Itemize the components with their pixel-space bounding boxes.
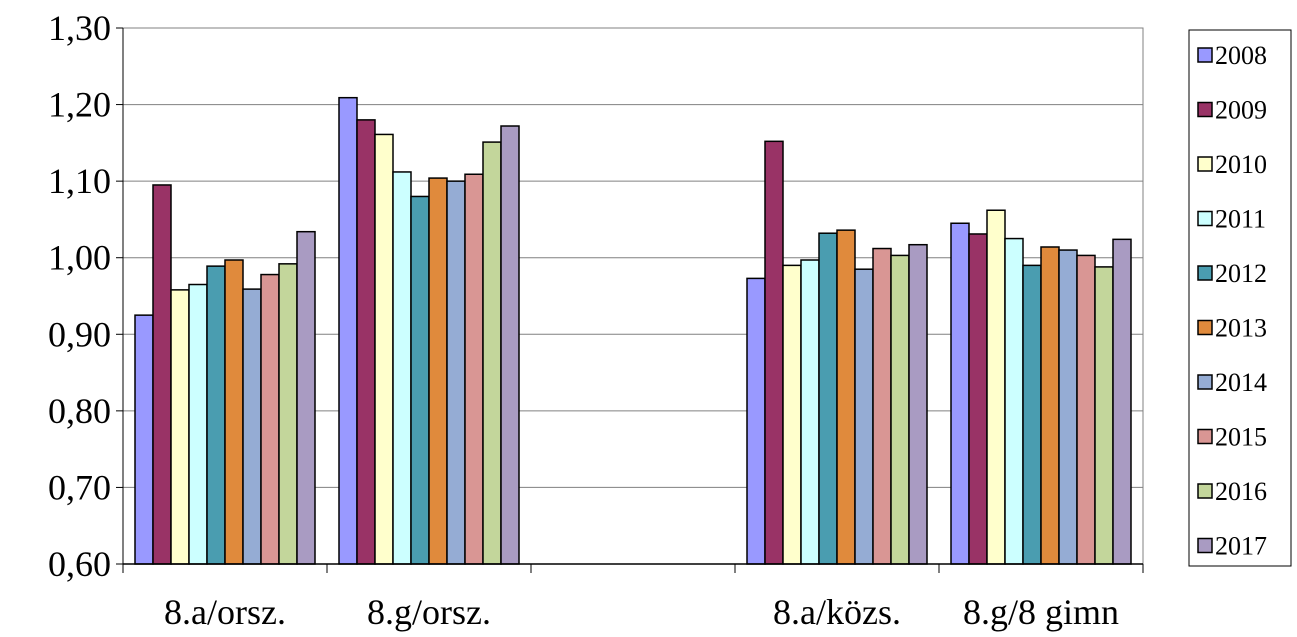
- y-tick-label: 0,90: [48, 314, 111, 354]
- legend-swatch: [1197, 265, 1213, 281]
- bar: [224, 259, 244, 565]
- bar: [134, 314, 154, 565]
- axes: 0,60 0,70 0,80 0,90 1,00 1,10 1,20 1,30 8.a/orsz…: [48, 8, 1144, 632]
- legend: 2008 2009 2010 2011 2012 2013 2014 2015 2016 2017: [1188, 29, 1292, 567]
- legend-label: 2014: [1215, 368, 1267, 397]
- legend-label: 2015: [1215, 423, 1267, 452]
- bar: [500, 125, 520, 565]
- x-category-label: 8.a/orsz.: [164, 592, 286, 632]
- bar: [206, 265, 226, 565]
- bar: [908, 243, 928, 565]
- bar: [260, 273, 280, 565]
- x-category-label: 8.g/orsz.: [367, 592, 491, 632]
- x-category-label: 8.g/8 gimn: [963, 592, 1119, 632]
- bar: [1112, 238, 1132, 565]
- bar: [428, 177, 448, 565]
- legend-swatch: [1197, 319, 1213, 336]
- bar: [152, 184, 172, 565]
- bar: [746, 277, 766, 565]
- bar: [764, 140, 784, 565]
- bar: [800, 259, 820, 565]
- legend-label: 2010: [1215, 150, 1267, 179]
- y-tick-label: 1,30: [48, 8, 111, 48]
- bar: [170, 289, 190, 565]
- bar: [446, 180, 466, 565]
- legend-swatch: [1197, 47, 1213, 63]
- bar: [854, 268, 874, 565]
- bar: [1076, 254, 1096, 565]
- bar: [1058, 249, 1078, 565]
- bar: [872, 247, 892, 565]
- bar: [782, 264, 802, 565]
- legend-label: 2012: [1215, 259, 1267, 288]
- legend-swatch: [1197, 537, 1213, 554]
- legend-box: [1188, 29, 1292, 567]
- x-category-label: 8.a/közs.: [773, 592, 901, 632]
- bar: [1004, 237, 1024, 565]
- bar: [1022, 264, 1042, 565]
- bar: [950, 222, 970, 565]
- legend-label: 2016: [1215, 477, 1267, 506]
- y-tick-label: 0,60: [48, 544, 111, 584]
- bar: [818, 232, 838, 565]
- bar: [278, 263, 298, 565]
- bar: [1094, 266, 1114, 565]
- legend-label: 2011: [1215, 205, 1266, 234]
- legend-swatch: [1197, 156, 1213, 172]
- bar: [890, 254, 910, 565]
- legend-swatch: [1197, 101, 1213, 118]
- legend-swatch: [1197, 210, 1213, 227]
- bar: [1040, 246, 1060, 565]
- bar: [986, 209, 1006, 565]
- bar: [410, 195, 430, 565]
- y-tick-label: 1,10: [48, 161, 111, 201]
- legend-label: 2017: [1215, 532, 1267, 561]
- bar: [296, 230, 316, 565]
- legend-swatch: [1197, 374, 1213, 390]
- bar: [392, 171, 412, 565]
- legend-label: 2008: [1215, 41, 1267, 70]
- legend-swatch: [1197, 483, 1213, 499]
- y-tick-label: 0,70: [48, 467, 111, 507]
- bar: [482, 141, 502, 565]
- bar: [242, 288, 262, 565]
- bar: [338, 96, 358, 565]
- bar: [836, 229, 856, 565]
- y-tick-label: 0,80: [48, 391, 111, 431]
- bar: [464, 173, 484, 565]
- bar: [356, 119, 376, 565]
- legend-label: 2009: [1215, 96, 1267, 125]
- bars: [134, 96, 1132, 565]
- bar: [968, 233, 988, 565]
- bar: [188, 283, 208, 565]
- legend-label: 2013: [1215, 314, 1267, 343]
- bar: [374, 133, 394, 565]
- y-tick-label: 1,00: [48, 238, 111, 278]
- legend-swatch: [1197, 428, 1213, 445]
- y-tick-label: 1,20: [48, 85, 111, 125]
